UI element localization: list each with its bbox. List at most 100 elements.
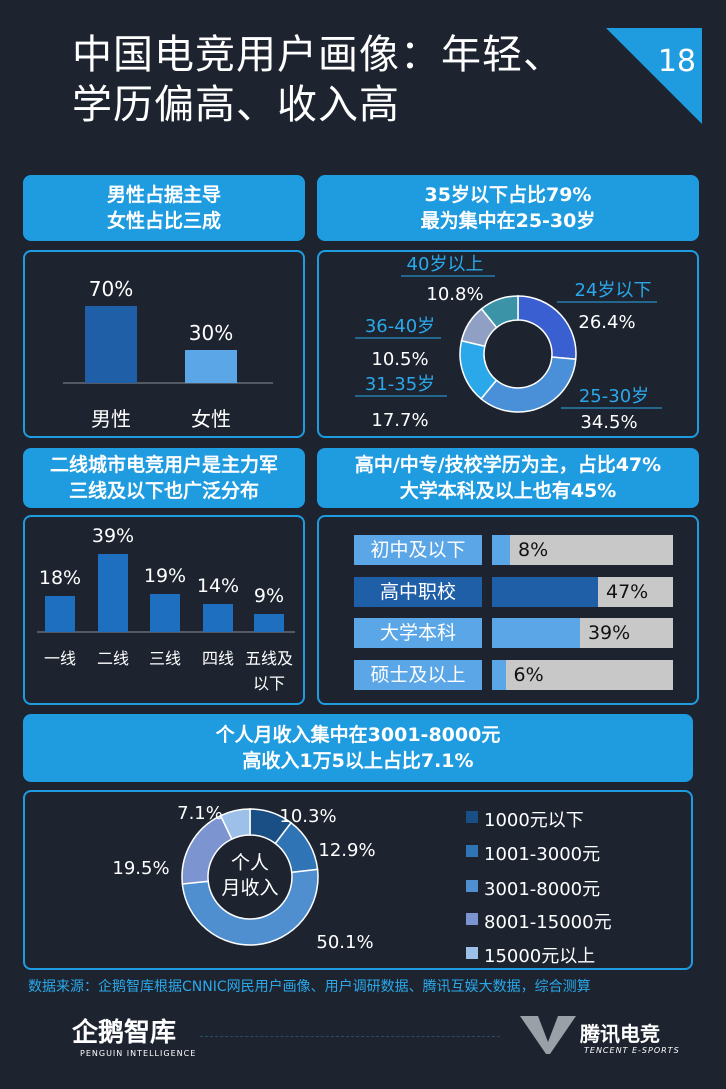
city-bar-1: [98, 554, 128, 632]
city-value-label-3: 14%: [197, 575, 239, 597]
age-value-label-0: 26.4%: [578, 312, 635, 333]
education-category-label-1: 高中职校: [354, 577, 482, 607]
footer-divider: [200, 1036, 500, 1037]
age-slice-1: [480, 356, 577, 413]
education-category-label-0: 初中及以下: [354, 535, 482, 565]
gender-category-label-1: 女性: [191, 407, 231, 431]
age-category-label-2: 31-35岁: [365, 374, 435, 395]
gender-category-label-0: 男性: [91, 407, 131, 431]
income-slice-3: [181, 814, 233, 885]
age-category-label-0: 24岁以下: [575, 280, 652, 301]
city-category-label-3-0: 四线: [202, 649, 234, 668]
age-category-label-1: 25-30岁: [579, 386, 649, 407]
gender-heading: 男性占据主导 女性占比三成: [23, 175, 305, 241]
education-heading-line1: 高中/中专/技校学历为主，占比47%: [354, 454, 662, 476]
income-legend-label-0: 1000元以下: [484, 810, 584, 831]
city-heading-line2: 三线及以下也广泛分布: [68, 480, 259, 502]
city-value-label-1: 39%: [92, 525, 134, 547]
income-legend-swatch-2: [466, 880, 478, 892]
age-heading-line1: 35岁以下占比79%: [424, 184, 592, 206]
income-chart-panel: [23, 790, 693, 970]
age-value-label-4: 10.8%: [426, 284, 483, 305]
education-category-label-2: 大学本科: [354, 618, 482, 648]
income-legend-label-4: 15000元以上: [484, 946, 596, 967]
age-heading-line2: 最为集中在25-30岁: [420, 210, 596, 232]
income-center-line2: 月收入: [221, 877, 278, 899]
education-value-label-1: 47%: [606, 581, 649, 603]
income-legend-swatch-0: [466, 811, 478, 823]
city-heading-line1: 二线城市电竞用户是主力军: [49, 454, 278, 476]
penguin-intelligence-logo-sub: PENGUIN INTELLIGENCE: [80, 1049, 197, 1058]
education-heading-line2: 大学本科及以上也有45%: [399, 480, 617, 502]
education-value-label-2: 39%: [587, 622, 631, 644]
gender-value-label-1: 30%: [189, 321, 233, 345]
income-value-label-0: 10.3%: [279, 806, 336, 827]
city-value-label-4: 9%: [254, 585, 284, 607]
city-value-label-2: 19%: [144, 565, 186, 587]
city-category-label-1-0: 二线: [97, 649, 129, 668]
age-donut-chart: 24岁以下 26.4% 25-30岁 34.5% 31-35岁 17.7% 36-40岁 10…: [355, 254, 662, 433]
gender-chart-panel: [23, 250, 305, 438]
city-heading: 二线城市电竞用户是主力军 三线及以下也广泛分布: [23, 448, 305, 508]
page-title: 中国电竞用户画像：年轻、学历偏高、收入高: [72, 32, 564, 128]
gender-heading-line1: 男性占据主导: [106, 184, 221, 206]
income-legend-swatch-1: [466, 845, 478, 857]
income-slice-4: [219, 808, 251, 841]
city-category-label-2-0: 三线: [149, 649, 181, 668]
tencent-esports-v-icon: [520, 1016, 576, 1054]
age-heading: 35岁以下占比79% 最为集中在25-30岁: [317, 175, 699, 241]
education-bar-3: [492, 660, 506, 690]
income-value-label-1: 12.9%: [318, 840, 375, 861]
city-bar-2: [150, 594, 180, 632]
city-category-label-0-0: 一线: [44, 649, 76, 668]
income-value-label-3: 19.5%: [112, 858, 169, 879]
income-donut-chart: 10.3% 12.9% 50.1% 19.5% 7.1% 个人 月收入: [112, 803, 375, 953]
income-legend-label-3: 8001-15000元: [484, 912, 612, 933]
tencent-esports-logo: 腾讯电竞: [580, 1022, 660, 1046]
data-source-note: 数据来源：企鹅智库根据CNNIC网民用户画像、用户调研数据、腾讯互娱大数据，综合…: [28, 979, 591, 995]
page-number: 18: [657, 44, 696, 79]
city-bar-3: [203, 604, 233, 632]
income-center-line1: 个人: [231, 852, 269, 874]
income-legend-swatch-4: [466, 947, 478, 959]
city-category-label-4-1: 以下: [253, 674, 285, 693]
income-value-label-2: 50.1%: [316, 932, 373, 953]
gender-bar-chart: 70% 男性 30% 女性: [63, 277, 273, 431]
income-legend-label-1: 1001-3000元: [484, 844, 601, 865]
age-category-label-3: 36-40岁: [365, 316, 435, 337]
income-value-label-4: 7.1%: [177, 803, 223, 824]
education-bar-1: [492, 577, 598, 607]
age-value-label-2: 17.7%: [371, 410, 428, 431]
income-heading: 个人月收入集中在3001-8000元 高收入1万5以上占比7.1%: [23, 714, 693, 782]
income-heading-line1: 个人月收入集中在3001-8000元: [215, 724, 501, 746]
age-slice-0: [517, 295, 577, 361]
education-bar-track-3: 6%: [492, 660, 673, 690]
income-heading-line2: 高收入1万5以上占比7.1%: [242, 750, 474, 772]
city-value-label-0: 18%: [39, 567, 81, 589]
city-category-label-4-0: 五线及: [245, 649, 293, 668]
gender-value-label-0: 70%: [89, 277, 133, 301]
age-slice-4: [480, 295, 519, 329]
tencent-esports-logo-sub: TENCENT E-SPORTS: [584, 1046, 680, 1055]
education-category-label-3: 硕士及以上: [354, 660, 482, 690]
education-bar-2: [492, 618, 580, 648]
education-heading: 高中/中专/技校学历为主，占比47% 大学本科及以上也有45%: [317, 448, 699, 508]
education-value-label-3: 6%: [513, 664, 544, 686]
gender-bar-1: [185, 350, 237, 383]
page-number-badge: [606, 28, 702, 124]
income-slice-2: [181, 868, 319, 946]
city-bar-0: [45, 596, 75, 632]
age-category-label-4: 40岁以上: [407, 254, 484, 275]
education-value-label-0: 8%: [518, 539, 549, 561]
age-value-label-1: 34.5%: [580, 412, 637, 433]
age-value-label-3: 10.5%: [371, 349, 428, 370]
education-bar-track-0: 8%: [492, 535, 673, 565]
education-bar-track-2: 39%: [492, 618, 673, 648]
income-legend-swatch-3: [466, 913, 478, 925]
gender-heading-line2: 女性占比三成: [106, 210, 221, 232]
penguin-intelligence-logo: 企鹅智库: [72, 1018, 177, 1048]
income-legend-label-2: 3001-8000元: [484, 879, 601, 900]
education-bar-0: [492, 535, 511, 565]
gender-bar-0: [85, 306, 137, 383]
